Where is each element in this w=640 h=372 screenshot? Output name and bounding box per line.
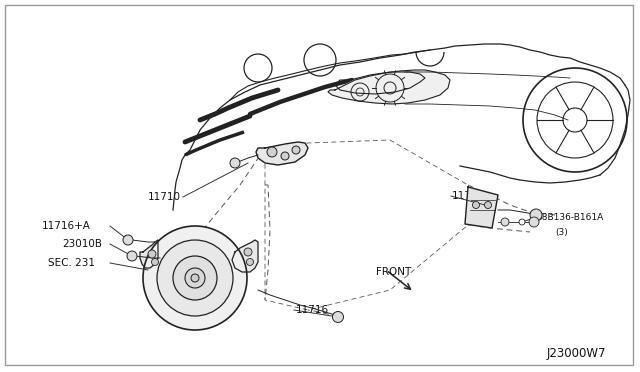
Circle shape <box>530 209 542 221</box>
Circle shape <box>472 202 479 208</box>
Text: 11716+A: 11716+A <box>42 221 91 231</box>
Text: 08B136-B161A: 08B136-B161A <box>536 214 604 222</box>
Circle shape <box>191 274 199 282</box>
Circle shape <box>292 146 300 154</box>
Text: (3): (3) <box>555 228 568 237</box>
Circle shape <box>519 219 525 225</box>
Circle shape <box>244 248 252 256</box>
Text: 11710: 11710 <box>148 192 181 202</box>
Circle shape <box>281 152 289 160</box>
Circle shape <box>333 311 344 323</box>
Circle shape <box>148 250 156 258</box>
Circle shape <box>152 259 159 266</box>
Text: 23010B: 23010B <box>62 239 102 249</box>
Polygon shape <box>465 187 498 228</box>
Text: 11716: 11716 <box>296 305 329 315</box>
Circle shape <box>230 158 240 168</box>
Circle shape <box>127 251 137 261</box>
Polygon shape <box>256 142 308 165</box>
Circle shape <box>529 217 539 227</box>
Polygon shape <box>232 240 258 272</box>
Circle shape <box>157 240 233 316</box>
Text: J23000W7: J23000W7 <box>547 347 607 360</box>
Polygon shape <box>140 240 158 268</box>
Circle shape <box>173 256 217 300</box>
Circle shape <box>267 147 277 157</box>
Circle shape <box>123 235 133 245</box>
Text: SEC. 231: SEC. 231 <box>48 258 95 268</box>
Polygon shape <box>328 70 450 104</box>
Circle shape <box>143 226 247 330</box>
Circle shape <box>501 218 509 226</box>
Circle shape <box>246 259 253 266</box>
Text: 11715: 11715 <box>452 191 485 201</box>
Circle shape <box>185 268 205 288</box>
Text: FRONT: FRONT <box>376 267 412 277</box>
Circle shape <box>484 202 492 208</box>
